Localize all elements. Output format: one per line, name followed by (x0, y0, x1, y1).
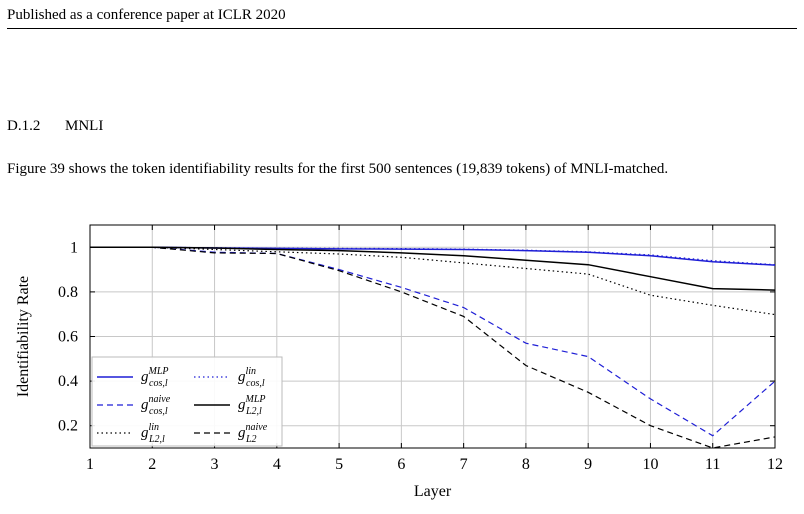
legend-label-sup: naive (246, 422, 268, 433)
section-number: D.1.2 (7, 118, 41, 134)
x-tick-label: 5 (335, 456, 343, 473)
x-tick-label: 9 (584, 456, 592, 473)
legend-label-sub: L2,l (245, 406, 262, 417)
axis-ticks: 1 2 3 4 5 6 7 8 9 10 11 120.20.40.60.81 (58, 225, 783, 473)
legend-label: glin L2,l (141, 422, 165, 445)
legend-label-sub: L2 (245, 434, 257, 445)
x-tick-label: 3 (211, 456, 219, 473)
legend-label-sub: cos,l (149, 406, 168, 417)
legend-label-sub: L2,l (148, 434, 165, 445)
section-heading: D.1.2 MNLI (7, 118, 103, 135)
legend-label: glin cos,l (238, 366, 265, 389)
legend-label-base: g (141, 425, 149, 441)
header-rule (7, 28, 797, 29)
legend-label: gMLP cos,l (141, 366, 169, 389)
legend-label-sup: lin (246, 366, 257, 377)
y-tick-label: 0.2 (58, 418, 78, 435)
legend-label: gnaive L2 (238, 422, 268, 445)
series-line (90, 246, 776, 316)
x-tick-label: 6 (397, 456, 405, 473)
x-tick-label: 2 (148, 456, 156, 473)
legend-label-base: g (141, 369, 149, 385)
y-axis-label: Identifiability Rate (15, 276, 32, 397)
legend-label: gnaive cos,l (141, 394, 171, 417)
x-tick-label: 10 (642, 456, 658, 473)
legend-box (91, 356, 283, 447)
legend-label-sub: cos,l (246, 378, 265, 389)
y-tick-label: 0.4 (58, 373, 78, 390)
legend-label-sub: cos,l (149, 378, 168, 389)
legend-label-base: g (238, 425, 246, 441)
x-axis-label: Layer (414, 483, 452, 500)
legend-label-sup: MLP (245, 394, 266, 405)
legend-label-base: g (238, 369, 246, 385)
x-tick-label: 11 (705, 456, 720, 473)
y-tick-label: 0.6 (58, 329, 78, 346)
series-line (90, 246, 776, 449)
legend-label-base: g (141, 397, 149, 413)
x-tick-label: 4 (273, 456, 281, 473)
series-line (90, 246, 776, 266)
series-line (90, 246, 776, 291)
x-tick-label: 8 (522, 456, 530, 473)
x-tick-label: 7 (460, 456, 468, 473)
y-tick-label: 0.8 (58, 284, 78, 301)
x-tick-label: 12 (767, 456, 783, 473)
legend-label-base: g (238, 397, 246, 413)
x-tick-label: 1 (86, 456, 94, 473)
identifiability-chart: 1 2 3 4 5 6 7 8 9 10 11 120.20.40.60.81 gMLP cos,l gl… (15, 224, 783, 500)
legend-label-sup: MLP (148, 366, 169, 377)
y-tick-label: 1 (70, 239, 78, 256)
section-title: MNLI (65, 118, 104, 134)
running-head: Published as a conference paper at ICLR … (7, 7, 286, 23)
legend-label: gMLP L2,l (238, 394, 266, 417)
legend-label-sup: lin (149, 422, 160, 433)
body-paragraph: Figure 39 shows the token identifiabilit… (7, 161, 669, 177)
legend-label-sup: naive (149, 394, 171, 405)
series-lines (90, 246, 776, 449)
